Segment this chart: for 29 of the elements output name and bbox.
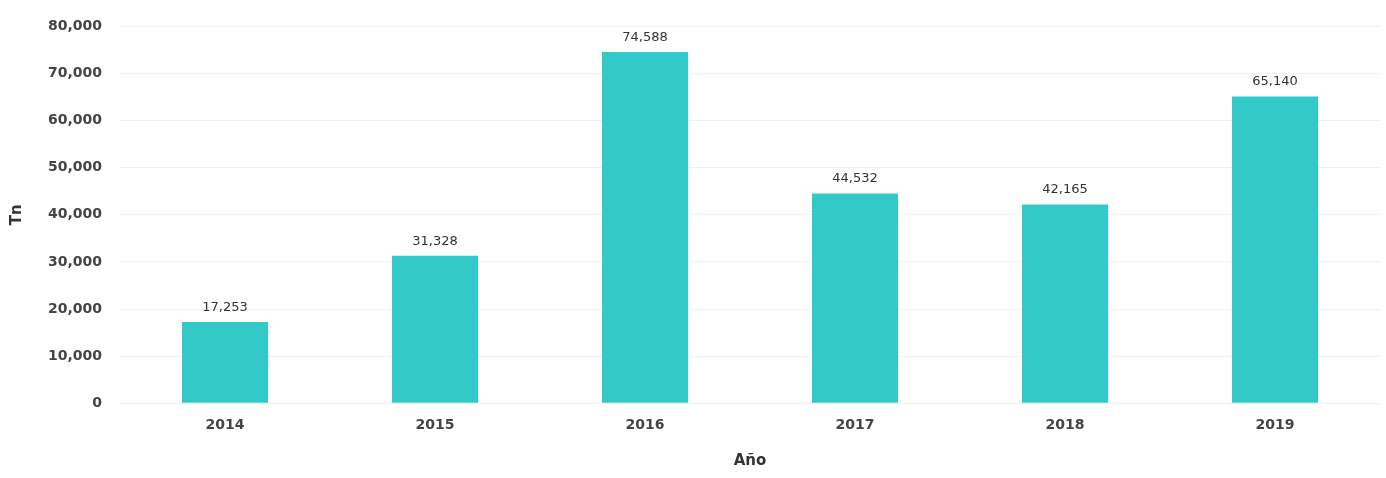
x-tick-label: 2017: [835, 416, 875, 433]
x-tick-label: 2015: [415, 416, 455, 433]
y-tick-label: 40,000: [47, 205, 103, 222]
data-label: 42,165: [1042, 181, 1088, 197]
x-tick-label: 2014: [205, 416, 245, 433]
data-label: 44,532: [832, 170, 878, 186]
y-tick-label: 10,000: [47, 346, 103, 363]
y-tick-label: 70,000: [47, 64, 103, 81]
bar: [181, 321, 269, 403]
y-axis-title: Tn: [6, 204, 25, 226]
y-tick-label: 80,000: [47, 17, 103, 34]
x-axis-title: Año: [733, 450, 767, 469]
y-tick-label: 60,000: [47, 111, 103, 128]
x-tick-label: 2016: [625, 416, 665, 433]
bar: [811, 193, 899, 403]
x-tick-label: 2019: [1255, 416, 1295, 433]
data-label: 74,588: [622, 28, 668, 44]
bar: [391, 255, 479, 403]
data-label: 17,253: [202, 298, 248, 314]
bar: [1021, 204, 1109, 403]
y-tick-label: 0: [92, 393, 103, 410]
data-label: 31,328: [412, 232, 458, 248]
y-tick-label: 50,000: [47, 158, 103, 175]
data-label: 65,140: [1252, 73, 1298, 89]
y-tick-label: 30,000: [47, 252, 103, 269]
y-tick-label: 20,000: [47, 299, 103, 316]
bar: [601, 51, 689, 403]
bar: [1231, 96, 1319, 403]
x-tick-label: 2018: [1045, 416, 1085, 433]
